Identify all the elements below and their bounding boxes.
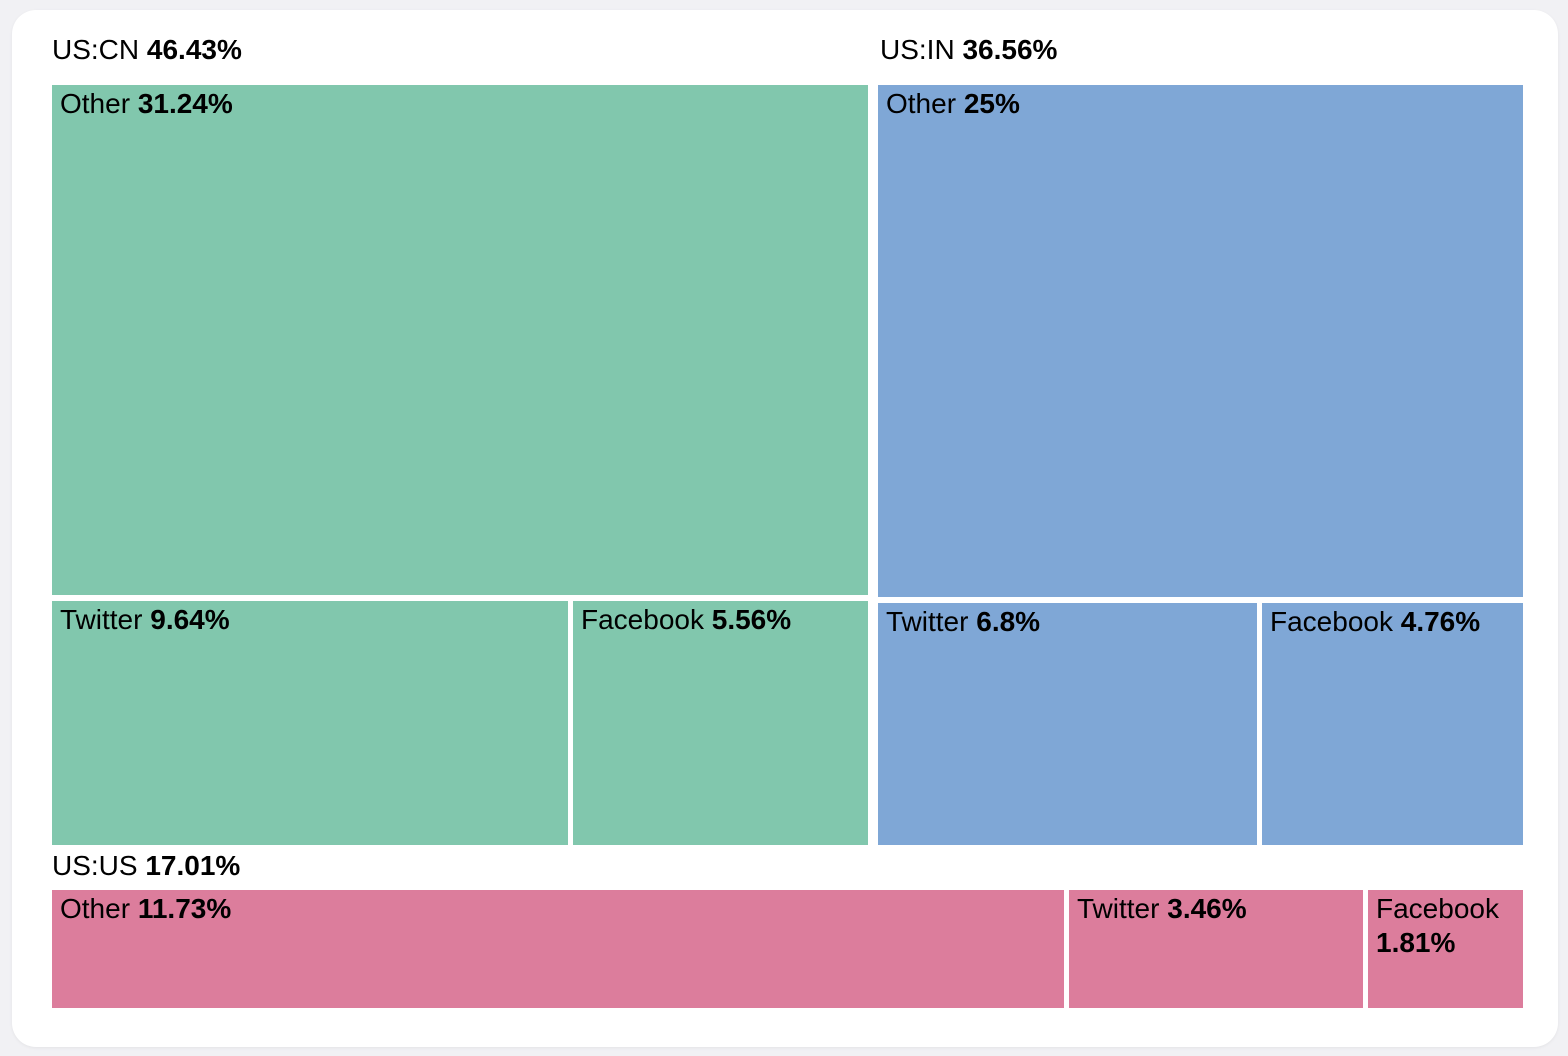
cell-name: Facebook — [1376, 893, 1499, 924]
cell-name: Twitter — [60, 604, 143, 635]
cell-label: Twitter 3.46% — [1069, 890, 1363, 928]
treemap-card: US:CN 46.43% Other 31.24% Twitter 9.64% … — [12, 10, 1558, 1047]
treemap-cell-us-in-facebook[interactable]: Facebook 4.76% — [1262, 603, 1523, 845]
cell-name: Other — [886, 88, 957, 119]
treemap-cell-us-us-twitter[interactable]: Twitter 3.46% — [1069, 890, 1363, 1008]
treemap-cell-us-cn-twitter[interactable]: Twitter 9.64% — [52, 601, 568, 845]
group-header-us-cn: US:CN 46.43% — [52, 34, 242, 66]
cell-label: Facebook 4.76% — [1262, 603, 1523, 641]
cell-value: 25% — [963, 88, 1020, 119]
cell-label: Twitter 6.8% — [878, 603, 1257, 641]
treemap-cell-us-in-other[interactable]: Other 25% — [878, 85, 1523, 597]
group-value: 36.56% — [962, 34, 1058, 65]
group-name: US:IN — [880, 34, 955, 65]
cell-label: Other 11.73% — [52, 890, 1064, 928]
group-name: US:US — [52, 850, 138, 881]
cell-value: 9.64% — [150, 604, 230, 635]
group-name: US:CN — [52, 34, 140, 65]
cell-value: 4.76% — [1400, 606, 1481, 637]
cell-name: Other — [60, 893, 131, 924]
treemap-cell-us-us-other[interactable]: Other 11.73% — [52, 890, 1064, 1008]
cell-value: 11.73% — [137, 893, 232, 924]
treemap-cell-us-cn-other[interactable]: Other 31.24% — [52, 85, 868, 595]
group-value: 17.01% — [145, 850, 241, 881]
cell-value: 31.24% — [137, 88, 233, 119]
cell-value: 3.46% — [1167, 893, 1247, 924]
cell-label: Other 31.24% — [52, 85, 868, 123]
cell-label: Facebook 1.81% — [1368, 890, 1523, 962]
group-header-us-us: US:US 17.01% — [52, 850, 240, 882]
treemap-cell-us-cn-facebook[interactable]: Facebook 5.56% — [573, 601, 868, 845]
group-header-us-in: US:IN 36.56% — [880, 34, 1057, 66]
cell-name: Facebook — [581, 604, 704, 635]
cell-label: Other 25% — [878, 85, 1523, 123]
treemap-cell-us-in-twitter[interactable]: Twitter 6.8% — [878, 603, 1257, 845]
cell-value: 5.56% — [711, 604, 792, 635]
cell-value: 6.8% — [976, 606, 1041, 637]
cell-label: Twitter 9.64% — [52, 601, 568, 639]
cell-name: Facebook — [1270, 606, 1393, 637]
treemap-cell-us-us-facebook[interactable]: Facebook 1.81% — [1368, 890, 1523, 1008]
cell-name: Twitter — [886, 606, 969, 637]
cell-value: 1.81% — [1376, 927, 1456, 959]
group-value: 46.43% — [146, 34, 242, 65]
cell-name: Twitter — [1077, 893, 1160, 924]
cell-name: Other — [60, 88, 131, 119]
cell-label: Facebook 5.56% — [573, 601, 868, 639]
